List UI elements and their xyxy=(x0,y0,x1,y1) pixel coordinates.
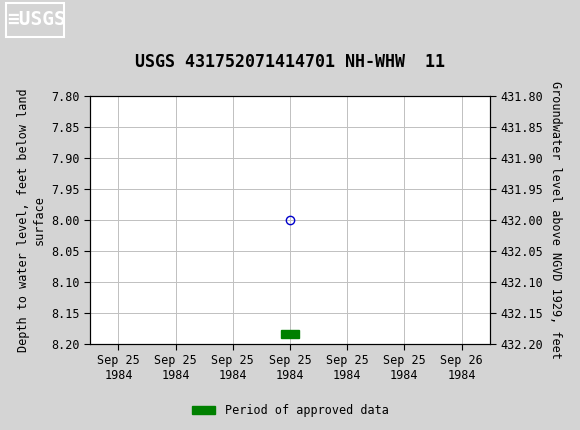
Legend: Period of approved data: Period of approved data xyxy=(187,399,393,422)
Y-axis label: Groundwater level above NGVD 1929, feet: Groundwater level above NGVD 1929, feet xyxy=(549,81,562,359)
Y-axis label: Depth to water level, feet below land
surface: Depth to water level, feet below land su… xyxy=(17,88,45,352)
Bar xyxy=(281,330,299,338)
Text: USGS 431752071414701 NH-WHW  11: USGS 431752071414701 NH-WHW 11 xyxy=(135,53,445,71)
Text: ≡USGS: ≡USGS xyxy=(7,10,66,30)
